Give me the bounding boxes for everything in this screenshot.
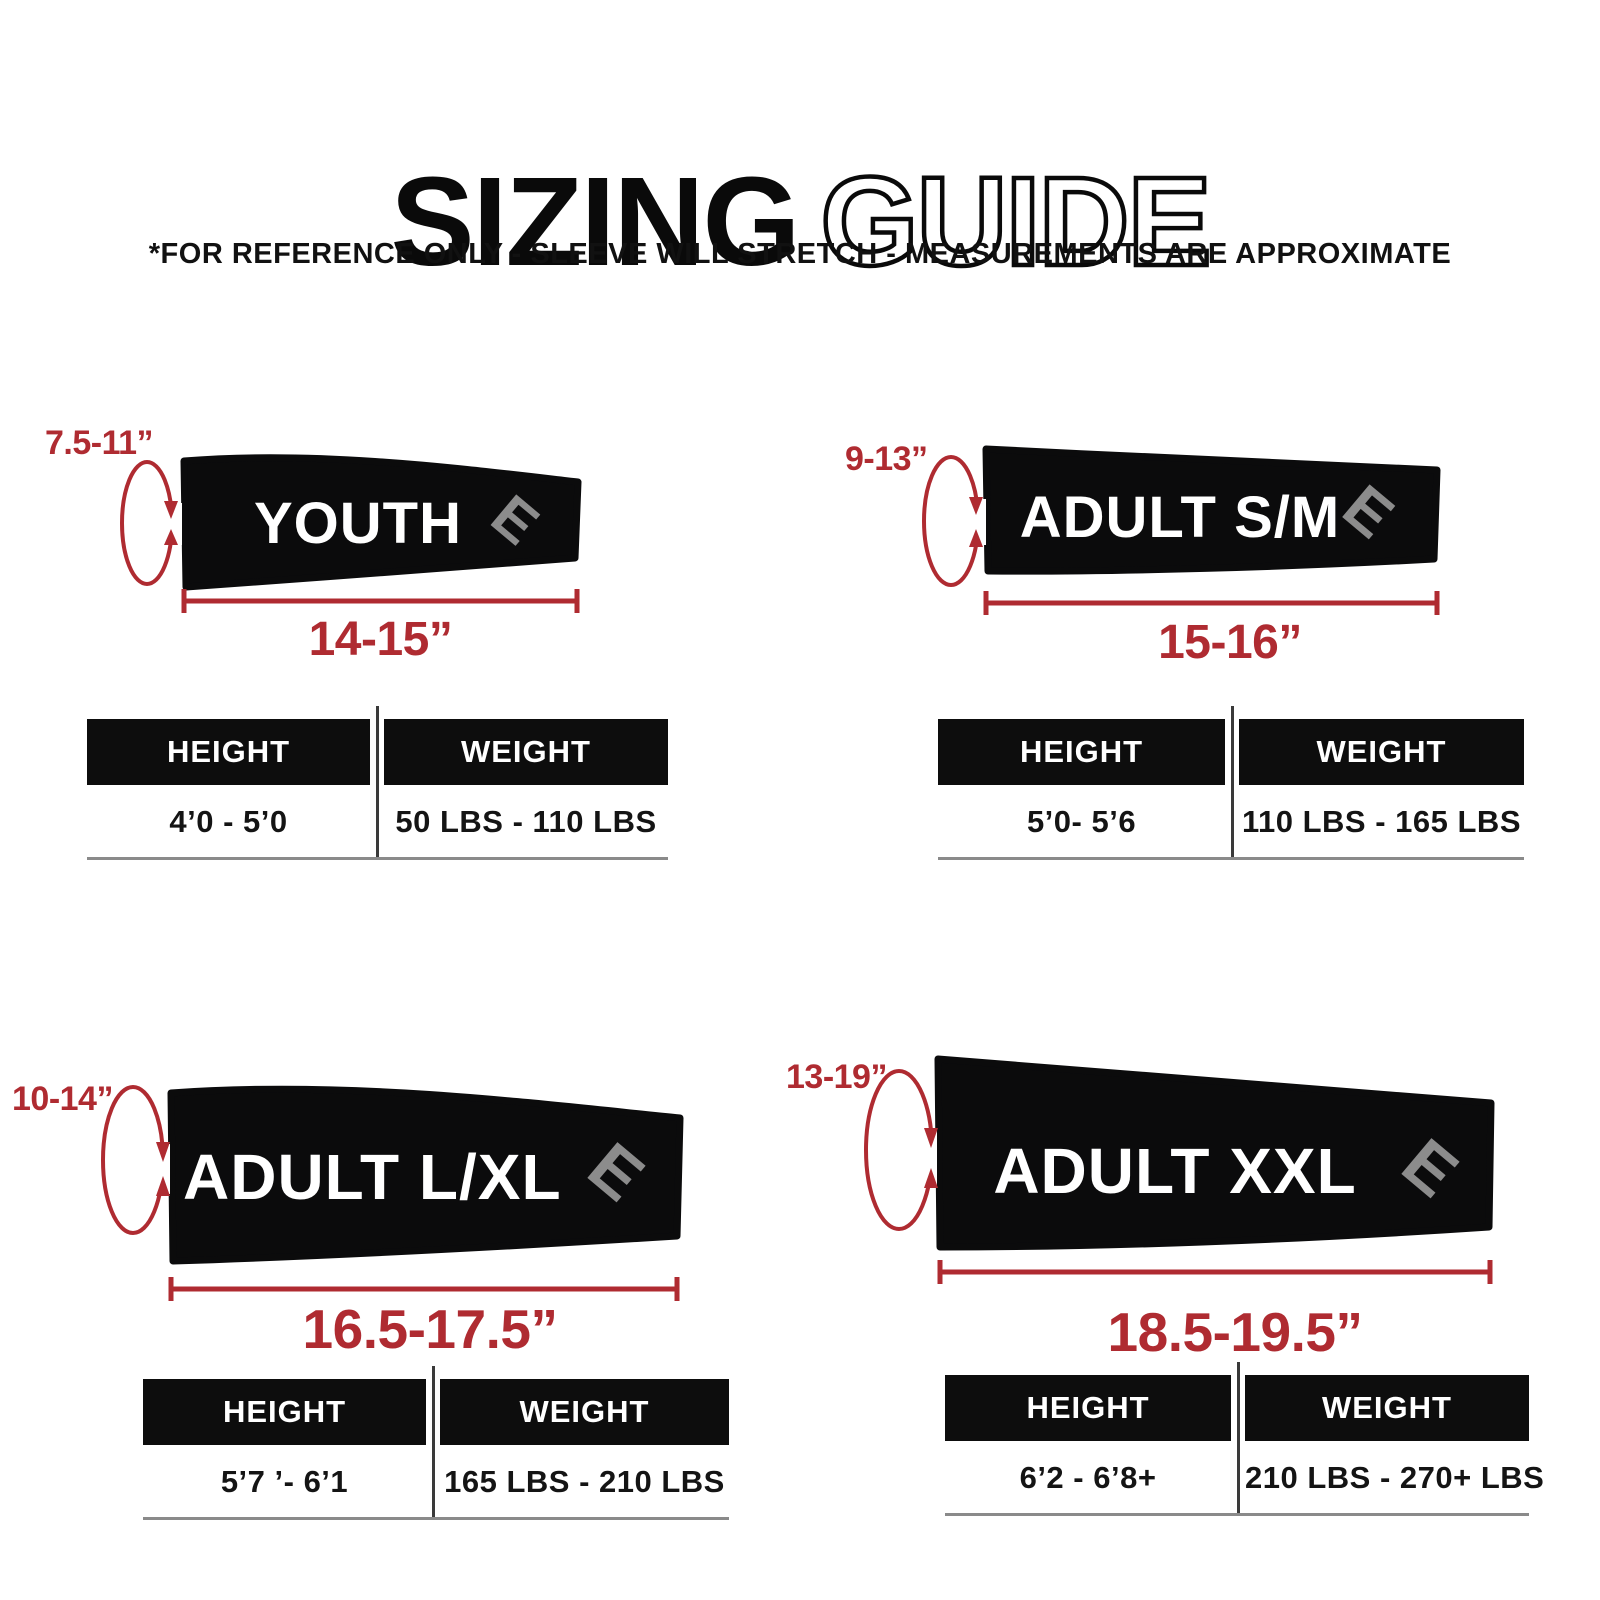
arrowhead-down-icon [924,1128,938,1148]
arrowhead-up-icon [156,1176,170,1196]
length-measure-youth [181,589,580,613]
circumference-label-youth: 7.5-11” [45,424,154,462]
table-divider [1237,1362,1240,1516]
table-underline [938,857,1524,860]
length-label-youth: 14-15” [308,613,453,666]
table-underline [143,1517,729,1520]
sleeve-name-adult-xxl: ADULT XXL [993,1135,1357,1207]
weight-value: 165 LBS - 210 LBS [444,1464,725,1499]
height-value: 6’2 - 6’8+ [1019,1460,1157,1495]
arrowhead-down-icon [164,501,178,519]
weight-value: 210 LBS - 270+ LBS [1245,1460,1545,1495]
arrowhead-up-icon [924,1168,938,1188]
length-measure-adult-xxl [937,1260,1493,1284]
arrowhead-up-icon [969,529,983,547]
height-header: HEIGHT [938,719,1225,785]
weight-header: WEIGHT [440,1379,729,1445]
height-header: HEIGHT [945,1375,1231,1441]
size-table-adult-xxl: HEIGHT WEIGHT 6’2 - 6’8+ 210 LBS - 270+ … [945,1362,1545,1520]
length-label-adult-lxl: 16.5-17.5” [302,1298,558,1360]
table-divider [432,1366,435,1520]
sleeve-shape-adult-lxl [167,1085,684,1265]
arrowhead-down-icon [969,497,983,515]
table-underline [945,1513,1529,1516]
weight-header: WEIGHT [384,719,668,785]
table-divider [376,706,379,860]
title-outline: GUIDE [818,151,1214,293]
height-header: HEIGHT [143,1379,426,1445]
sleeve-name-adult-lxl: ADULT L/XL [183,1141,562,1213]
circumference-label-adult-xxl: 13-19” [786,1058,887,1096]
sleeve-name-adult-sm: ADULT S/M [1019,485,1341,550]
sleeve-name-youth: YOUTH [254,491,462,556]
sleeve-shape-adult-xxl [934,1055,1495,1251]
height-value: 5’7 ’- 6’1 [220,1464,349,1499]
circumference-label-adult-sm: 9-13” [845,440,928,478]
table-underline [87,857,668,860]
length-label-adult-xxl: 18.5-19.5” [1107,1301,1363,1363]
table-divider [1231,706,1234,860]
weight-value: 50 LBS - 110 LBS [395,804,657,839]
arrowhead-up-icon [164,529,178,545]
sleeve-shape-youth [180,454,582,591]
size-table-adult-sm: HEIGHT WEIGHT 5’0- 5’6 110 LBS - 165 LBS [938,706,1524,864]
page-title: SIZING GUIDE [0,154,1600,291]
weight-header: WEIGHT [1245,1375,1529,1441]
length-label-adult-sm: 15-16” [1158,616,1302,669]
subtitle: *FOR REFERENCE ONLY - SLEEVE WILL STRETC… [148,238,1452,270]
height-header: HEIGHT [87,719,370,785]
length-measure-adult-lxl [168,1277,680,1301]
weight-header: WEIGHT [1239,719,1524,785]
circumference-label-adult-lxl: 10-14” [12,1080,113,1118]
size-table-adult-lxl: HEIGHT WEIGHT 5’7 ’- 6’1 165 LBS - 210 L… [143,1366,729,1524]
weight-value: 110 LBS - 165 LBS [1241,804,1521,839]
title-solid: SIZING [390,151,800,293]
height-value: 5’0- 5’6 [1026,804,1137,839]
sleeve-shape-adult-sm [982,445,1441,575]
arrowhead-down-icon [156,1142,170,1162]
height-value: 4’0 - 5’0 [169,804,288,839]
length-measure-adult-sm [983,591,1440,615]
size-table-youth: HEIGHT WEIGHT 4’0 - 5’0 50 LBS - 110 LBS [87,706,668,864]
